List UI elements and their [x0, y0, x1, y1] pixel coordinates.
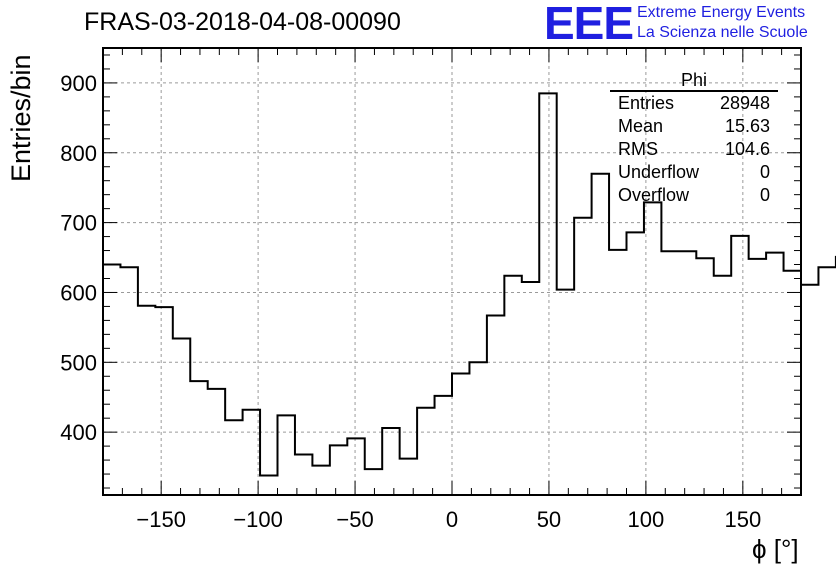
stats-row-underflow: Underflow 0: [618, 162, 770, 185]
x-axis-label: ϕ [°]: [752, 534, 799, 564]
stats-row-mean: Mean 15.63: [618, 116, 770, 139]
stats-key: Mean: [618, 116, 664, 136]
stats-value: 15.63: [724, 116, 770, 136]
stats-value: 28948: [719, 93, 770, 113]
y-tick-label: 400: [60, 420, 97, 445]
eee-logo: EEE: [544, 0, 634, 49]
grid-lines: [103, 48, 801, 495]
x-tick-label: −150: [136, 507, 186, 532]
histogram-line: [103, 92, 836, 477]
y-tick-label: 900: [60, 71, 97, 96]
stats-value: 104.6: [724, 139, 770, 159]
stats-key: Overflow: [618, 185, 690, 205]
axis-ticks: [102, 48, 802, 495]
x-tick-label: −100: [233, 507, 283, 532]
x-tick-label: 0: [446, 507, 458, 532]
logo-subtitle-2: La Scienza nelle Scuole: [637, 24, 808, 41]
y-tick-label: 800: [60, 141, 97, 166]
stats-key: RMS: [618, 139, 658, 159]
stats-value: 0: [759, 185, 770, 205]
tick-labels: −150 −100 −50 0 50 100 150 400 500 600 700 800 900: [60, 71, 761, 532]
chart-title: FRAS-03-2018-04-08-00090: [84, 8, 401, 36]
stats-title: Phi: [680, 70, 707, 90]
x-tick-label: 50: [537, 507, 561, 532]
stats-key: Underflow: [618, 162, 700, 182]
x-tick-label: 100: [628, 507, 665, 532]
stats-row-rms: RMS 104.6: [618, 139, 770, 162]
stats-row-entries: Entries 28948: [618, 93, 770, 116]
stats-box: Phi Entries 28948 Mean 15.63 RMS 104.6 U…: [610, 70, 778, 210]
stats-divider: [610, 90, 778, 92]
stats-value: 0: [759, 162, 770, 182]
y-tick-label: 700: [60, 211, 97, 236]
histogram-series: [103, 92, 836, 477]
stats-row-overflow: Overflow 0: [618, 185, 770, 208]
y-tick-label: 500: [60, 350, 97, 375]
y-axis-label: Entries/bin: [6, 54, 36, 182]
logo-subtitle-1: Extreme Energy Events: [637, 4, 806, 21]
x-tick-label: 150: [724, 507, 761, 532]
stats-key: Entries: [618, 93, 675, 113]
x-tick-label: −50: [336, 507, 373, 532]
y-tick-label: 600: [60, 280, 97, 305]
